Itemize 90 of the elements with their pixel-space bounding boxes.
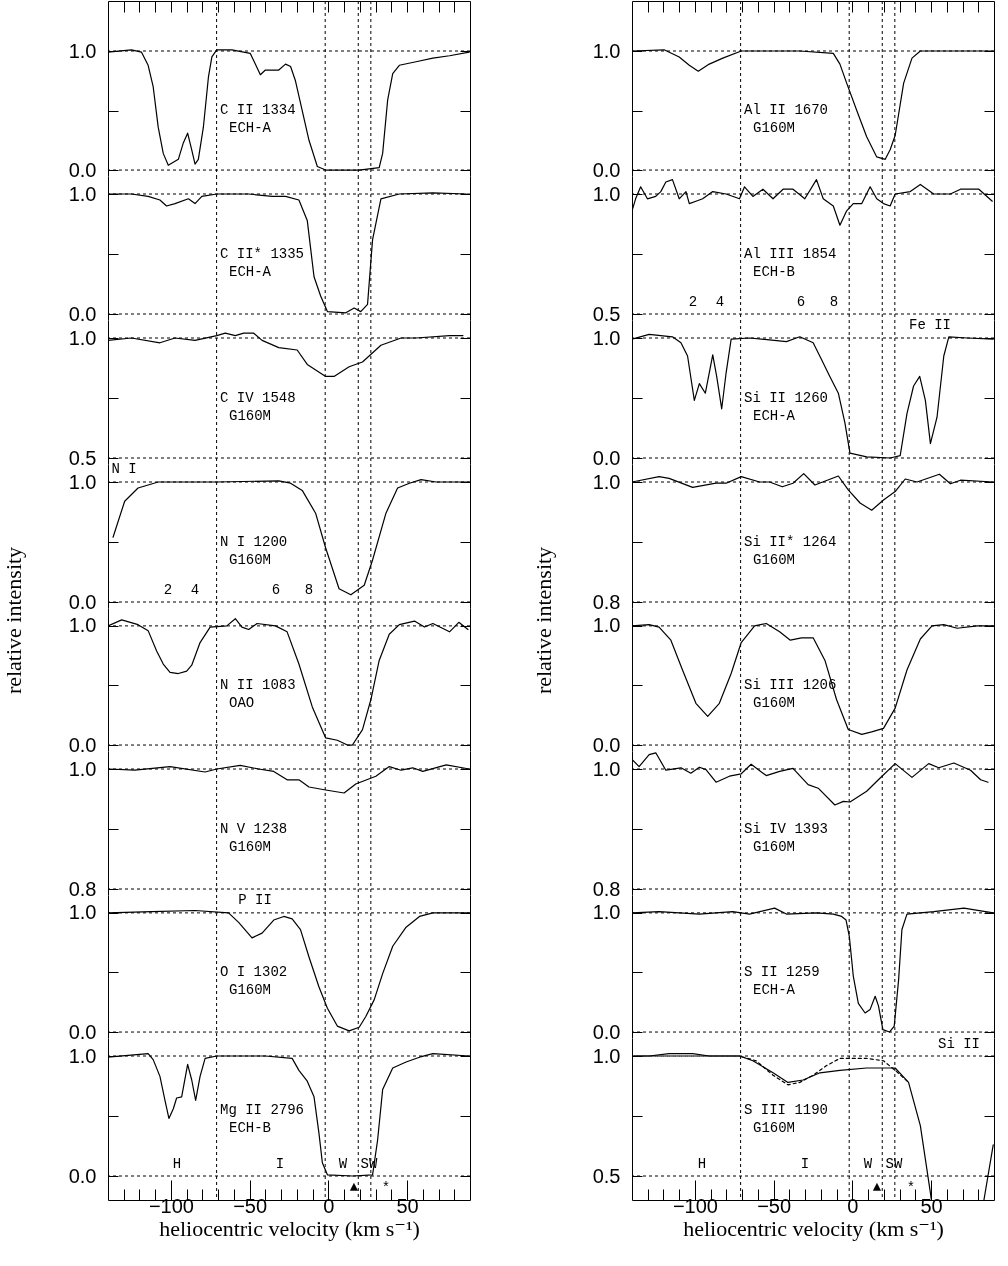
annotation: * xyxy=(906,1180,916,1196)
annotation: W xyxy=(863,1156,873,1172)
y-tick-label: 0.8 xyxy=(592,877,621,900)
y-tick-label: 1.0 xyxy=(68,757,97,780)
y-tick-label: 1.0 xyxy=(68,470,97,493)
annotation: 2 xyxy=(688,294,698,310)
annotation: P II xyxy=(238,892,272,908)
text: ECH-A xyxy=(753,408,796,424)
y-tick-label: 1.0 xyxy=(592,182,621,205)
annotation: W xyxy=(338,1156,348,1172)
text: ECH-B xyxy=(753,264,796,280)
text: N II 1083 xyxy=(220,677,296,693)
y-tick-label: 0.5 xyxy=(592,1164,621,1187)
text: G160M xyxy=(753,120,796,136)
text: G160M xyxy=(229,839,272,855)
annotation: Fe II xyxy=(908,317,952,333)
y-tick-label: 1.0 xyxy=(68,182,97,205)
y-tick-label: 0.0 xyxy=(68,733,97,756)
text: ECH-A xyxy=(229,264,272,280)
text: Al II 1670 xyxy=(744,102,829,118)
y-axis-title: relative intensity xyxy=(0,546,26,695)
text: S II 1259 xyxy=(744,964,820,980)
text: Si IV 1393 xyxy=(744,821,829,837)
y-tick-label: 0.0 xyxy=(592,446,621,469)
text: G160M xyxy=(753,695,796,711)
text: ECH-A xyxy=(229,120,272,136)
y-tick-label: 0.8 xyxy=(592,590,621,613)
y-tick-label: 1.0 xyxy=(68,901,97,924)
text: G160M xyxy=(753,552,796,568)
annotation: 6 xyxy=(796,294,806,310)
annotation: ▲ xyxy=(349,1179,359,1195)
y-tick-label: 1.0 xyxy=(68,1044,97,1067)
y-tick-label: 0.0 xyxy=(68,1020,97,1043)
annotation: ▲ xyxy=(872,1179,882,1195)
y-tick-label: 0.0 xyxy=(68,158,97,181)
y-tick-label: 1.0 xyxy=(592,1044,621,1067)
y-tick-label: 1.0 xyxy=(68,39,97,62)
y-tick-label: 0.5 xyxy=(68,446,97,469)
text: S III 1190 xyxy=(744,1102,829,1118)
annotation: 4 xyxy=(715,294,725,310)
annotation: 6 xyxy=(271,582,281,598)
text: C II* 1335 xyxy=(220,246,305,262)
text: Mg II 2796 xyxy=(220,1102,305,1118)
annotation: Si II xyxy=(937,1036,981,1052)
annotation: H xyxy=(697,1156,707,1172)
y-axis-title: relative intensity xyxy=(530,546,556,695)
text: G160M xyxy=(229,982,272,998)
x-axis-title: heliocentric velocity (km s⁻¹) xyxy=(159,1215,420,1241)
y-tick-label: 0.0 xyxy=(592,733,621,756)
text: C II 1334 xyxy=(220,102,296,118)
y-tick-label: 1.0 xyxy=(68,614,97,637)
y-tick-label: 0.0 xyxy=(592,158,621,181)
annotation: 8 xyxy=(304,582,314,598)
annotation: 8 xyxy=(829,294,839,310)
text: G160M xyxy=(753,1120,796,1136)
annotation: H xyxy=(172,1156,182,1172)
text: G160M xyxy=(229,552,272,568)
annotation: 2 xyxy=(163,582,173,598)
y-tick-label: 1.0 xyxy=(592,757,621,780)
x-axis-title: heliocentric velocity (km s⁻¹) xyxy=(683,1215,944,1241)
y-tick-label: 0.0 xyxy=(592,1020,621,1043)
text: Si II 1260 xyxy=(744,390,829,406)
text: ECH-A xyxy=(753,982,796,998)
y-tick-label: 1.0 xyxy=(592,470,621,493)
text: G160M xyxy=(753,839,796,855)
annotation: I xyxy=(800,1156,810,1172)
text: C IV 1548 xyxy=(220,390,296,406)
y-tick-label: 0.0 xyxy=(68,590,97,613)
annotation: 4 xyxy=(190,582,200,598)
text: N I 1200 xyxy=(220,534,288,550)
y-tick-label: 1.0 xyxy=(68,326,97,349)
annotation: SW xyxy=(885,1156,903,1172)
text: Al III 1854 xyxy=(744,246,837,262)
y-tick-label: 1.0 xyxy=(592,901,621,924)
y-tick-label: 1.0 xyxy=(592,326,621,349)
y-tick-label: 0.0 xyxy=(68,1164,97,1187)
text: Si II* 1264 xyxy=(744,534,837,550)
text: ECH-B xyxy=(229,1120,272,1136)
text: O I 1302 xyxy=(220,964,288,980)
text: OAO xyxy=(229,695,255,711)
y-tick-label: 0.5 xyxy=(592,302,621,325)
annotation: I xyxy=(275,1156,285,1172)
y-tick-label: 0.8 xyxy=(68,877,97,900)
y-tick-label: 0.0 xyxy=(68,302,97,325)
y-tick-label: 1.0 xyxy=(592,39,621,62)
text: N V 1238 xyxy=(220,821,288,837)
y-tick-label: 1.0 xyxy=(592,614,621,637)
annotation: N I xyxy=(111,461,137,477)
text: G160M xyxy=(229,408,272,424)
annotation: * xyxy=(381,1180,391,1196)
